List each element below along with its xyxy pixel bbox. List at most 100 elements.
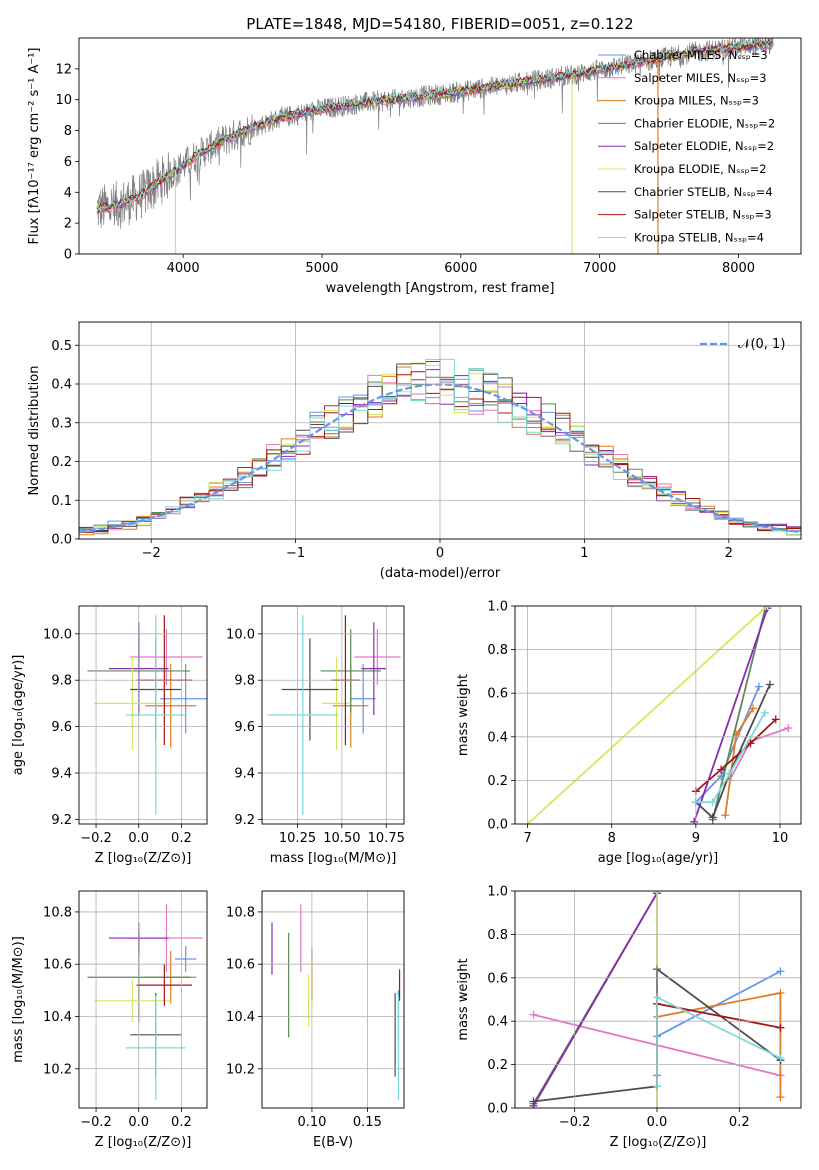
x-tick-label: 2 <box>725 546 733 561</box>
y-axis-label: mass [log₁₀(M/M⊙)] <box>11 936 26 1063</box>
mass-weight-marker <box>765 680 774 689</box>
y-tick-label: 10.0 <box>226 627 255 642</box>
legend-label: Chabrier MILES, Nₛₛₚ=3 <box>634 48 768 62</box>
y-tick-label: 0.2 <box>487 1058 508 1073</box>
x-tick-label: 10.25 <box>279 831 316 846</box>
plot-area-mass-vs-ebv <box>271 904 401 1101</box>
legend-label: Salpeter STELIB, Nₛₛₚ=3 <box>634 208 772 222</box>
x-axis-label: E(B-V) <box>313 1135 353 1150</box>
y-tick-label: 12 <box>55 62 72 77</box>
y-tick-label: 9.8 <box>234 674 255 689</box>
legend-label: Salpeter MILES, Nₛₛₚ=3 <box>634 71 767 85</box>
mass-weight-marker <box>776 967 785 976</box>
y-tick-label: 0.4 <box>51 378 72 393</box>
mass-weight-marker <box>754 682 763 691</box>
mass-weight-marker <box>717 765 726 774</box>
observed-spectrum <box>96 38 774 229</box>
mass-weight-marker <box>749 704 758 713</box>
x-tick-label: 7 <box>523 831 531 846</box>
axes-frame <box>78 321 802 540</box>
plot-area-mass-vs-Z <box>87 904 203 1101</box>
y-tick-label: 0.0 <box>51 533 72 548</box>
y-tick-label: 0.2 <box>51 455 72 470</box>
y-tick-label: 10.6 <box>226 958 255 973</box>
y-tick-label: 10.4 <box>43 1010 72 1025</box>
y-tick-label: 0.5 <box>51 339 72 354</box>
x-tick-label: 0.0 <box>647 1115 668 1130</box>
mass-weight-line <box>711 610 766 820</box>
axes-frame <box>514 605 802 825</box>
y-tick-label: 9.6 <box>234 720 255 735</box>
y-tick-label: 9.4 <box>234 766 255 781</box>
y-tick-label: 10.8 <box>226 905 255 920</box>
model-spectrum-line <box>96 39 773 211</box>
legend-label: Chabrier ELODIE, Nₛₛₚ=2 <box>634 116 775 130</box>
plot-area-age-vs-mass <box>267 615 401 815</box>
mass-weight-marker <box>776 1093 785 1102</box>
mass-weight-marker <box>784 724 793 733</box>
y-axis-label: mass weight <box>456 674 471 756</box>
x-tick-label: 0.2 <box>171 1115 192 1130</box>
x-tick-label: 0.2 <box>729 1115 750 1130</box>
axes-frame <box>78 605 208 825</box>
y-tick-label: 9.2 <box>234 813 255 828</box>
x-axis-label: wavelength [Angstrom, rest frame] <box>326 281 555 296</box>
x-tick-label: 8 <box>608 831 616 846</box>
x-tick-label: 1 <box>580 546 588 561</box>
axes-frame <box>261 605 405 825</box>
x-axis-label: Z [log₁₀(Z/Z⊙)] <box>610 1135 707 1150</box>
x-axis-label: mass [log₁₀(M/M⊙)] <box>270 851 397 866</box>
axes-frame <box>78 890 208 1109</box>
y-tick-label: 10.6 <box>43 958 72 973</box>
x-tick-label: −2 <box>142 546 161 561</box>
mass-weight-line <box>695 684 771 820</box>
y-tick-label: 0 <box>64 248 72 263</box>
y-tick-label: 1.0 <box>487 600 508 615</box>
axes-frame <box>261 890 405 1109</box>
x-tick-label: 9 <box>692 831 700 846</box>
x-tick-label: 10 <box>772 831 789 846</box>
y-tick-label: 8 <box>64 124 72 139</box>
x-tick-label: 0.10 <box>297 1115 326 1130</box>
mass-weight-line <box>526 606 769 824</box>
x-tick-label: −0.2 <box>559 1115 591 1130</box>
legend-label: Kroupa ELODIE, Nₛₛₚ=2 <box>634 162 767 176</box>
y-axis-label: Flux [fλ10⁻¹⁷ erg cm⁻² s⁻¹ A⁻¹] <box>27 48 42 245</box>
mass-weight-line <box>695 712 766 804</box>
mass-weight-marker <box>776 1023 785 1032</box>
mass-weight-marker <box>776 1054 785 1063</box>
x-tick-label: 10.50 <box>323 831 360 846</box>
y-tick-label: 0.8 <box>487 928 508 943</box>
y-tick-label: 0.0 <box>487 818 508 833</box>
mass-weight-marker <box>690 817 699 824</box>
x-tick-label: 0.0 <box>128 1115 149 1130</box>
mass-weight-marker <box>760 708 769 717</box>
y-tick-label: 10.4 <box>226 1010 255 1025</box>
axes-frame <box>514 890 802 1109</box>
x-axis-label: Z [log₁₀(Z/Z⊙)] <box>95 851 192 866</box>
y-tick-label: 0.3 <box>51 416 72 431</box>
legend-label: Salpeter ELODIE, Nₛₛₚ=2 <box>634 139 774 153</box>
mass-weight-marker <box>763 606 772 610</box>
plot-area-age-vs-Z <box>87 615 207 815</box>
mass-weight-marker <box>721 811 730 820</box>
y-tick-label: 6 <box>64 155 72 170</box>
y-tick-label: 10.8 <box>43 905 72 920</box>
y-tick-label: 10.0 <box>43 627 72 642</box>
y-tick-label: 0.6 <box>487 971 508 986</box>
y-axis-label: age [log₁₀(age/yr)] <box>11 655 26 776</box>
y-tick-label: 10.2 <box>226 1062 255 1077</box>
figure-title: PLATE=1848, MJD=54180, FIBERID=0051, z=0… <box>246 15 633 33</box>
y-tick-label: 0.6 <box>487 687 508 702</box>
y-tick-label: 1.0 <box>487 885 508 900</box>
x-tick-label: 8000 <box>722 261 755 276</box>
y-tick-label: 0.1 <box>51 494 72 509</box>
y-tick-label: 10.2 <box>43 1062 72 1077</box>
y-axis-label: Normed distribution <box>27 366 42 496</box>
y-axis-label: mass weight <box>456 958 471 1040</box>
x-tick-label: −1 <box>286 546 305 561</box>
mass-weight-line <box>656 991 782 1098</box>
mass-weight-marker <box>771 715 780 724</box>
mass-weight-marker <box>725 769 734 778</box>
